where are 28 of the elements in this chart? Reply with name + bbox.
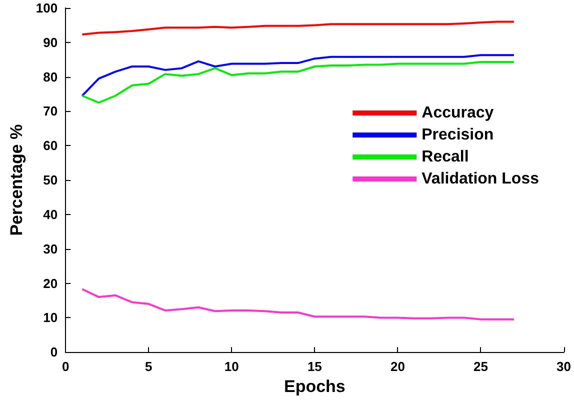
y-tick-label: 0 — [50, 344, 58, 360]
legend-label: Validation Loss — [422, 170, 540, 188]
y-tick-label: 70 — [43, 104, 58, 119]
x-tick-label: 20 — [390, 359, 405, 374]
y-tick-label: 100 — [36, 0, 58, 16]
y-tick-label: 80 — [43, 69, 58, 84]
y-tick-label: 60 — [43, 138, 58, 154]
x-tick-label: 5 — [145, 359, 152, 374]
x-tick-label: 10 — [224, 359, 239, 374]
line-series — [81, 61, 515, 104]
y-tick-label: 20 — [43, 276, 58, 291]
x-tick-label: 15 — [307, 359, 322, 374]
line-series — [81, 20, 515, 36]
legend-label: Accuracy — [422, 104, 494, 122]
x-tick-label: 25 — [474, 359, 488, 374]
legend-label: Recall — [422, 148, 469, 166]
y-tick-label: 40 — [43, 206, 58, 222]
y-tick-label: 10 — [43, 310, 58, 326]
line-series — [81, 54, 515, 97]
legend-label: Precision — [422, 126, 494, 144]
x-tick-label: 30 — [556, 359, 572, 374]
y-axis-title: Percentage % — [7, 124, 26, 236]
y-tick-label: 50 — [43, 172, 58, 188]
y-tick-label: 90 — [43, 34, 58, 50]
line-series — [81, 288, 515, 320]
x-tick-label: 0 — [62, 359, 70, 374]
y-tick-label: 30 — [43, 241, 58, 256]
x-axis-title: Epochs — [284, 377, 346, 396]
